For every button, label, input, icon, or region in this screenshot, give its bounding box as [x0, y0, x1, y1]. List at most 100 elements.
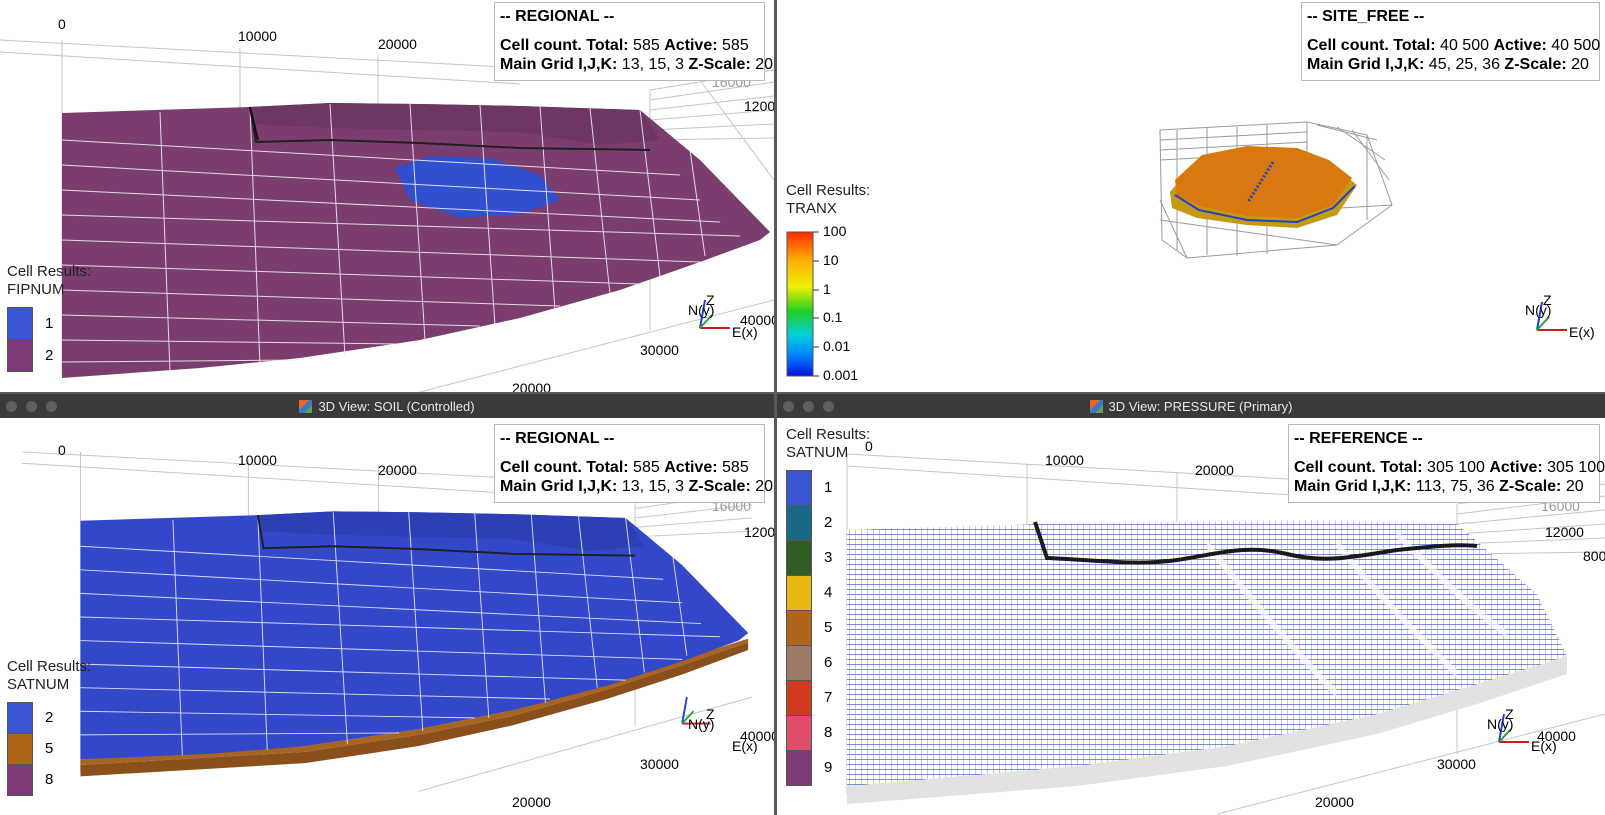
legend-title-line1: Cell Results:	[7, 658, 92, 675]
compass-north-label: N(y)	[1525, 302, 1552, 318]
legend-categories: 1 2	[7, 307, 53, 372]
legend-category: 2	[786, 505, 832, 540]
legend-category: 8	[786, 715, 832, 750]
legend-category: 1	[786, 470, 832, 505]
compass-z-label: Z	[1543, 292, 1552, 308]
colorbar-tick: 1	[823, 281, 831, 297]
compass-north-label: N(y)	[688, 716, 715, 732]
minimize-window-icon[interactable]	[26, 401, 37, 412]
satnum-5-layer	[80, 642, 749, 777]
axis-tick-y-mid: 1200	[744, 524, 774, 540]
compass-z-label: Z	[706, 706, 715, 722]
compass-z-label: Z	[706, 292, 715, 308]
axis-tick-x-front: 30000	[1437, 756, 1476, 772]
colorbar-tick: 100	[823, 223, 847, 239]
axis-tick-y-mid: 1200	[744, 98, 774, 114]
cell-count-line: Cell count. Total: 305 100 Active: 305 1…	[1294, 459, 1605, 476]
axis-tick-x1: 10000	[1045, 452, 1084, 468]
grid-line: Main Grid I,J,K: 45, 25, 36 Z-Scale: 20	[1307, 56, 1589, 73]
case-info-box: -- SITE_FREE -- Cell count. Total: 40 50…	[1301, 2, 1600, 81]
3d-scene-satnum-reference[interactable]	[777, 418, 1605, 815]
axis-tick-x1: 10000	[238, 452, 277, 468]
view-title: 3D View: SOIL (Controlled)	[318, 398, 475, 414]
axis-tick-y-right: 800	[1583, 548, 1605, 564]
legend-categories: 1 2 3 4 5 6 7 8 9	[786, 470, 832, 786]
axis-tick-x2: 20000	[378, 36, 417, 52]
tranx-legend: Cell Results: TRANX	[786, 182, 870, 218]
legend-title-line1: Cell Results:	[7, 263, 92, 280]
legend-category: 6	[786, 645, 832, 680]
3d-scene-fipnum[interactable]	[0, 0, 774, 392]
case-name: -- REGIONAL --	[500, 8, 615, 25]
3d-scene-tranx[interactable]	[777, 0, 1605, 392]
compass-axes-icon	[1498, 713, 1529, 743]
view-divider-horizontal[interactable]	[0, 392, 1605, 394]
legend-title-line2: FIPNUM	[7, 281, 65, 298]
cell-count-line: Cell count. Total: 585 Active: 585	[500, 459, 749, 476]
satnum-legend: Cell Results: SATNUM 2 5 8	[7, 658, 91, 796]
legend-category: 9	[786, 750, 832, 785]
view-regional-fipnum[interactable]: 0 10000 20000 16000 1200 40000 30000 200…	[0, 0, 774, 392]
legend-category: 3	[786, 540, 832, 575]
case-name: -- REFERENCE --	[1294, 430, 1423, 447]
axis-tick-x0: 0	[58, 16, 66, 32]
colorbar-tick: 0.001	[823, 367, 859, 383]
case-name: -- REGIONAL --	[500, 430, 615, 447]
colorbar-tick: 0.01	[823, 338, 851, 354]
window-controls[interactable]	[783, 401, 834, 412]
case-info-box: -- REFERENCE -- Cell count. Total: 305 1…	[1288, 424, 1605, 503]
compass-z-label: Z	[1505, 706, 1514, 722]
window-controls[interactable]	[6, 401, 57, 412]
view-pressure-primary[interactable]: 3D View: PRESSURE (Primary)	[777, 394, 1605, 815]
maximize-window-icon[interactable]	[823, 401, 834, 412]
view-titlebar[interactable]: 3D View: PRESSURE (Primary)	[777, 394, 1605, 418]
axis-tick-x2: 20000	[378, 462, 417, 478]
site-reservoir-top	[1175, 146, 1352, 218]
close-window-icon[interactable]	[783, 401, 794, 412]
view-divider-vertical[interactable]	[774, 0, 777, 815]
legend-category: 2	[7, 339, 53, 371]
compass-east-label: E(x)	[732, 738, 758, 754]
close-window-icon[interactable]	[6, 401, 17, 412]
view-titlebar[interactable]: 3D View: SOIL (Controlled)	[0, 394, 774, 418]
3d-view-icon	[1089, 399, 1103, 413]
legend-category: 5	[786, 610, 832, 645]
axis-tick-x0: 0	[58, 442, 66, 458]
axis-tick-y-front: 20000	[1315, 794, 1354, 810]
axis-tick-x0: 0	[865, 438, 873, 454]
axis-tick-y-front: 20000	[512, 794, 551, 810]
compass-axes-icon	[1536, 301, 1567, 331]
colorbar-tick: 0.1	[823, 309, 843, 325]
reservoir-surface	[80, 511, 749, 760]
compass-east-label: E(x)	[1531, 738, 1557, 754]
reservoir-surface	[62, 103, 770, 378]
axis-tick-x2: 20000	[1195, 462, 1234, 478]
legend-category: 2	[7, 702, 53, 733]
colorbar-tick: 10	[823, 252, 839, 268]
3d-scene-satnum-regional[interactable]	[0, 418, 774, 815]
legend-title-line1: Cell Results:	[786, 426, 871, 443]
axis-tick-y-front: 20000	[512, 380, 551, 392]
grid-line: Main Grid I,J,K: 13, 15, 3 Z-Scale: 20	[500, 56, 774, 73]
compass-east-label: E(x)	[732, 324, 758, 340]
axis-tick-y-mid: 12000	[1545, 524, 1584, 540]
legend-title-line2: SATNUM	[7, 676, 70, 693]
maximize-window-icon[interactable]	[46, 401, 57, 412]
grid-line: Main Grid I,J,K: 113, 75, 36 Z-Scale: 20	[1294, 478, 1584, 495]
compass-east-label: E(x)	[1569, 324, 1595, 340]
axis-tick-x-right: 40000	[1537, 728, 1576, 744]
legend-category: 7	[786, 680, 832, 715]
legend-title-line1: Cell Results:	[786, 182, 871, 199]
compass-north-label: N(y)	[1487, 716, 1514, 732]
legend-category: 1	[7, 307, 53, 339]
case-info-box: -- REGIONAL -- Cell count. Total: 585 Ac…	[494, 424, 773, 503]
legend-title-line2: TRANX	[786, 200, 837, 217]
minimize-window-icon[interactable]	[803, 401, 814, 412]
axis-tick-x-right: 40000	[740, 728, 774, 744]
view-site-free-tranx[interactable]: Z N(y) E(x) -- SITE_FREE -- Cell count. …	[777, 0, 1605, 392]
view-soil-controlled[interactable]: 3D View: SOIL (Controlled)	[0, 394, 774, 815]
legend-category: 5	[7, 733, 53, 764]
cell-count-line: Cell count. Total: 40 500 Active: 40 500	[1307, 37, 1601, 54]
legend-title-line2: SATNUM	[786, 444, 849, 461]
compass-north-label: N(y)	[688, 302, 715, 318]
